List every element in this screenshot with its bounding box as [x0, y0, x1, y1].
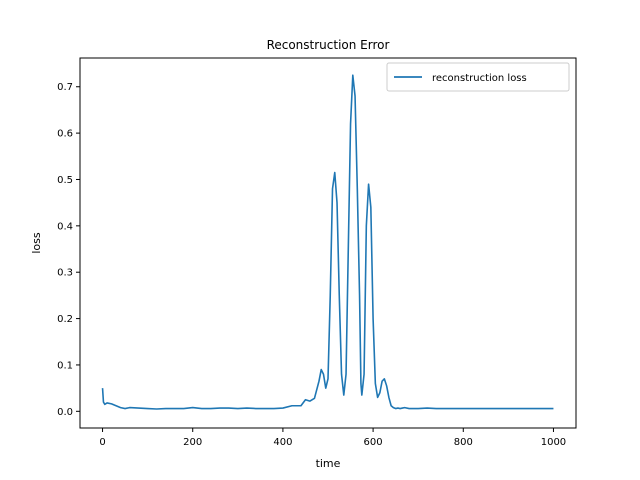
x-tick-label: 0 [99, 437, 105, 448]
y-tick-label: 0.6 [57, 129, 73, 140]
plot-frame [79, 57, 577, 429]
series-layer [101, 74, 554, 410]
legend-box [386, 62, 570, 92]
x-axis-label: time [316, 457, 341, 470]
y-tick-label: 0.2 [57, 314, 73, 325]
x-tick-label: 200 [183, 437, 202, 448]
y-tick-label: 0.1 [57, 360, 73, 371]
y-tick-label: 0.4 [57, 221, 73, 232]
y-axis-label: loss [30, 232, 43, 254]
legend: reconstruction loss [386, 62, 570, 92]
x-tick-label: 400 [273, 437, 292, 448]
y-tick-label: 0.7 [57, 82, 73, 93]
y-tick-label: 0.3 [57, 268, 73, 279]
legend-label: reconstruction loss [432, 73, 527, 84]
y-axis-ticks: 0.0 0.1 0.2 0.3 0.4 0.5 0.6 0.7 [57, 82, 80, 418]
chart-title: Reconstruction Error [267, 38, 390, 52]
x-tick-label: 1000 [541, 437, 566, 448]
series-line-reconstruction-loss [101, 74, 554, 410]
x-axis-ticks: 0 200 400 600 800 1000 [99, 428, 566, 448]
x-tick-label: 600 [364, 437, 383, 448]
y-tick-label: 0.0 [57, 407, 73, 418]
y-tick-label: 0.5 [57, 175, 73, 186]
x-tick-label: 800 [454, 437, 473, 448]
